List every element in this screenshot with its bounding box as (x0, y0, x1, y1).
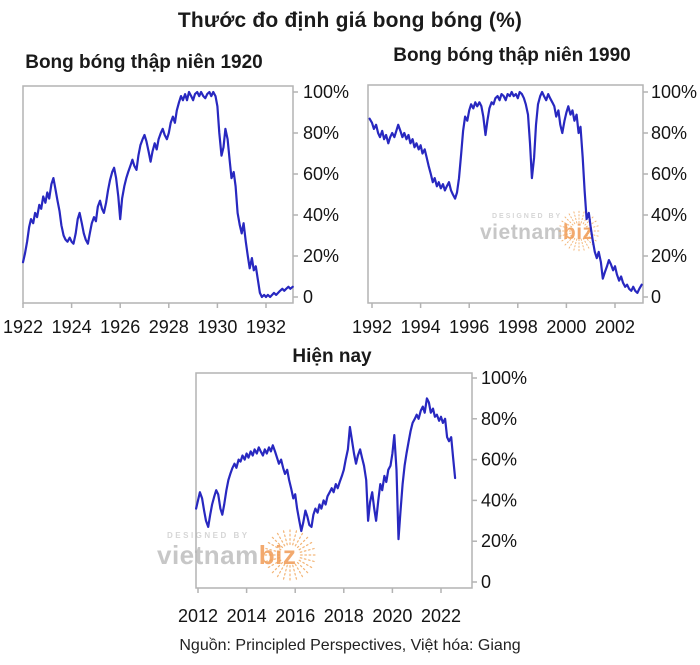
svg-text:1932: 1932 (246, 317, 286, 337)
chart-1990s-bubble: 100% 80% 60% 40% 20% 0 1992 1994 1996 1998 2000 200… (352, 82, 697, 337)
svg-text:100%: 100% (651, 82, 697, 102)
svg-text:2928: 2928 (149, 317, 189, 337)
svg-text:2014: 2014 (227, 606, 267, 626)
svg-text:0: 0 (481, 572, 491, 592)
chart-title-now: Hiện nay (292, 346, 372, 367)
svg-text:60%: 60% (303, 164, 339, 184)
svg-text:1924: 1924 (52, 317, 92, 337)
svg-text:0: 0 (303, 287, 313, 307)
chart-title-1990s: Bong bóng thập niên 1990 (393, 45, 631, 66)
svg-text:1998: 1998 (498, 317, 538, 337)
svg-text:2020: 2020 (372, 606, 412, 626)
svg-text:100%: 100% (481, 368, 527, 388)
watermark-brand-gray: vietnam (157, 540, 259, 570)
svg-text:80%: 80% (303, 123, 339, 143)
svg-text:2002: 2002 (595, 317, 635, 337)
svg-text:2022: 2022 (421, 606, 461, 626)
figure-title: Thước đo định giá bong bóng (%) (177, 9, 523, 32)
svg-text:20%: 20% (651, 246, 687, 266)
svg-text:20%: 20% (481, 531, 517, 551)
svg-text:1922: 1922 (3, 317, 43, 337)
svg-text:40%: 40% (481, 490, 517, 510)
watermark-designed-by: DESIGNED BY (167, 531, 250, 540)
chart-1920s-bubble: 100% 80% 60% 40% 20% 0 1922 1924 1926 2928 1930 193… (3, 82, 349, 337)
svg-text:2012: 2012 (178, 606, 218, 626)
svg-text:1992: 1992 (352, 317, 392, 337)
svg-text:40%: 40% (651, 205, 687, 225)
svg-text:40%: 40% (303, 205, 339, 225)
svg-text:1930: 1930 (197, 317, 237, 337)
svg-text:1994: 1994 (401, 317, 441, 337)
source-caption: Nguồn: Principled Perspectives, Việt hóa… (179, 637, 521, 654)
svg-text:20%: 20% (303, 246, 339, 266)
svg-text:2000: 2000 (546, 317, 586, 337)
svg-text:100%: 100% (303, 82, 349, 102)
watermark-brand-gray: vietnam (480, 221, 563, 244)
svg-text:80%: 80% (651, 123, 687, 143)
chart-now-bubble: 100% 80% 60% 40% 20% 0 2012 2014 2016 2018 2020 202… (178, 368, 527, 626)
svg-text:60%: 60% (651, 164, 687, 184)
svg-text:2016: 2016 (275, 606, 315, 626)
svg-text:80%: 80% (481, 409, 517, 429)
watermark-designed-by: DESIGNED BY (492, 213, 563, 220)
svg-text:60%: 60% (481, 450, 517, 470)
svg-text:1926: 1926 (100, 317, 140, 337)
svg-text:0: 0 (651, 287, 661, 307)
svg-text:1996: 1996 (449, 317, 489, 337)
svg-text:2018: 2018 (324, 606, 364, 626)
chart-title-1920s: Bong bóng thập niên 1920 (25, 52, 263, 73)
